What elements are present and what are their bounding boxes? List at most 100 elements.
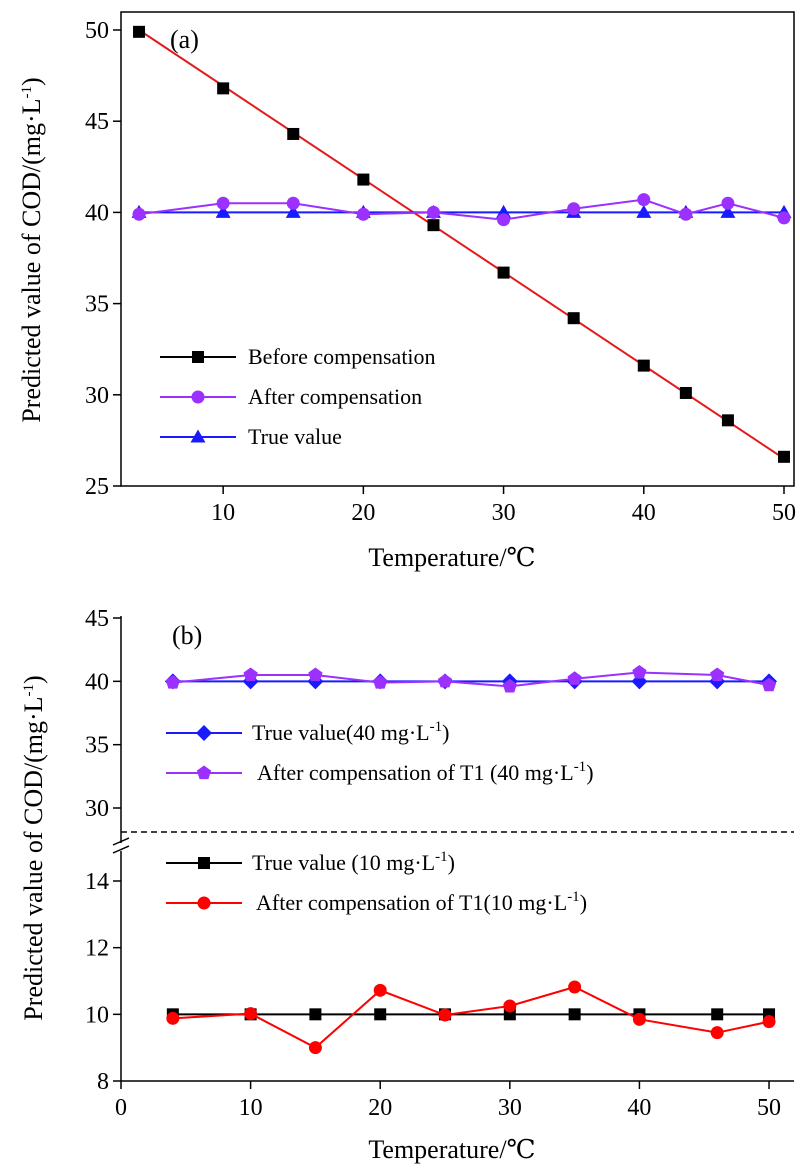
x-tick-label-b-0: 0 bbox=[115, 1095, 127, 1121]
point-b-2-3 bbox=[374, 1008, 387, 1021]
point-b-3-8 bbox=[710, 1026, 724, 1040]
point-b-1-1 bbox=[243, 667, 258, 682]
legend-marker-b3 bbox=[197, 896, 211, 910]
legend-label-b0: True value(40 mg·L-1) bbox=[252, 719, 449, 745]
axis-break-mark-1 bbox=[112, 837, 130, 846]
y-axis-label-a: Predicted value of COD/(mg·L-1) bbox=[17, 77, 46, 422]
y-tick-label-a-2: 35 bbox=[85, 292, 109, 318]
legend-label-b3: After compensation of T1(10 mg·L-1) bbox=[256, 889, 587, 915]
y-axis-label-b: Predicted value of COD/(mg·L-1) bbox=[19, 675, 48, 1020]
x-tick-label-b-1: 10 bbox=[239, 1095, 263, 1121]
point-b-1-7 bbox=[632, 664, 647, 679]
x-tick-label-a-3: 40 bbox=[632, 500, 656, 526]
point-b-2-8 bbox=[711, 1008, 724, 1021]
point-a-0-10 bbox=[778, 450, 790, 463]
legend-marker-2 bbox=[190, 429, 206, 443]
point-b-3-6 bbox=[568, 980, 582, 994]
x-tick-label-b-3: 30 bbox=[498, 1095, 522, 1121]
point-a-1-5 bbox=[497, 213, 511, 227]
point-a-0-0 bbox=[133, 25, 146, 38]
x-tick-label-a-0: 10 bbox=[211, 500, 235, 526]
point-a-0-8 bbox=[679, 386, 692, 399]
x-tick-label-b-4: 40 bbox=[627, 1095, 651, 1121]
legend-marker-0 bbox=[192, 351, 204, 363]
point-a-0-9 bbox=[721, 414, 734, 427]
y-tick-label-upper-b-1: 35 bbox=[85, 733, 109, 759]
point-b-1-2 bbox=[308, 667, 323, 682]
point-b-1-0 bbox=[165, 675, 180, 689]
point-a-0-6 bbox=[567, 312, 580, 325]
series-line-b-3 bbox=[172, 985, 770, 1049]
point-b-3-4 bbox=[438, 1008, 452, 1022]
point-a-0-1 bbox=[217, 82, 230, 95]
point-a-1-3 bbox=[356, 207, 370, 221]
fit-line-a bbox=[138, 29, 785, 460]
point-b-1-9 bbox=[761, 677, 777, 692]
point-b-1-4 bbox=[437, 673, 453, 688]
y-tick-label-lower-b-3: 14 bbox=[85, 869, 109, 895]
y-tick-label-a-0: 25 bbox=[85, 474, 109, 500]
x-tick-label-a-4: 50 bbox=[772, 500, 796, 526]
legend-label-b1: After compensation of T1 (40 mg·L-1) bbox=[257, 759, 594, 785]
point-b-3-7 bbox=[632, 1012, 646, 1026]
y-tick-label-upper-b-0: 30 bbox=[85, 796, 109, 822]
point-b-2-5 bbox=[503, 1008, 516, 1021]
x-axis-label-b: Temperature/℃ bbox=[368, 1135, 535, 1164]
x-axis-label-a: Temperature/℃ bbox=[368, 543, 535, 572]
point-b-1-5 bbox=[502, 678, 517, 693]
legend-marker-1 bbox=[191, 390, 205, 404]
x-tick-label-b-5: 50 bbox=[757, 1095, 781, 1121]
series-line-b-1 bbox=[172, 671, 770, 688]
y-tick-label-lower-b-1: 10 bbox=[85, 1002, 109, 1028]
point-a-0-3 bbox=[357, 173, 370, 186]
legend-label-b2: True value (10 mg·L-1) bbox=[252, 849, 455, 875]
point-a-1-10 bbox=[777, 211, 791, 225]
point-a-0-2 bbox=[287, 127, 300, 140]
point-b-3-0 bbox=[166, 1011, 180, 1025]
point-b-1-6 bbox=[567, 671, 582, 685]
y-tick-label-lower-b-0: 8 bbox=[97, 1069, 109, 1095]
point-a-1-2 bbox=[286, 196, 300, 210]
y-tick-label-upper-b-2: 40 bbox=[85, 669, 109, 695]
point-b-3-1 bbox=[244, 1007, 258, 1021]
point-b-3-5 bbox=[503, 999, 517, 1013]
point-b-3-2 bbox=[308, 1041, 322, 1055]
plot-frame-a bbox=[120, 11, 795, 487]
point-b-3-9 bbox=[762, 1015, 776, 1029]
point-a-0-5 bbox=[497, 266, 510, 279]
panel-label-a: (a) bbox=[170, 25, 199, 54]
y-tick-label-a-5: 50 bbox=[85, 18, 109, 44]
point-a-2-9 bbox=[720, 204, 736, 218]
x-tick-label-a-1: 20 bbox=[351, 500, 375, 526]
legend-marker-b0 bbox=[196, 725, 212, 741]
y-tick-label-upper-b-3: 45 bbox=[85, 606, 109, 632]
point-a-1-6 bbox=[567, 202, 581, 216]
panel-label-b: (b) bbox=[172, 621, 202, 650]
panel-a: 10 20 30 40 50 25 30 35 40 45 50 Temperature/℃ Predi… bbox=[17, 11, 796, 572]
point-b-2-6 bbox=[568, 1008, 581, 1021]
point-a-2-2 bbox=[285, 204, 301, 218]
point-a-1-7 bbox=[637, 193, 651, 207]
point-a-0-7 bbox=[637, 359, 650, 372]
point-b-3-3 bbox=[373, 983, 387, 997]
legend-label-0: Before compensation bbox=[248, 344, 436, 369]
point-a-1-8 bbox=[679, 207, 693, 221]
y-tick-label-a-3: 40 bbox=[85, 200, 109, 226]
point-a-1-1 bbox=[216, 196, 230, 210]
legend-label-2: True value bbox=[248, 424, 342, 449]
panel-b: 0 10 20 30 40 50 30 35 40 45 8 10 12 14 Temperature/℃ P… bbox=[19, 606, 794, 1164]
point-a-2-7 bbox=[636, 204, 652, 218]
point-b-2-2 bbox=[309, 1008, 322, 1021]
point-a-1-9 bbox=[721, 196, 735, 210]
y-tick-label-a-1: 30 bbox=[85, 383, 109, 409]
legend-marker-b1 bbox=[196, 765, 212, 780]
point-b-1-3 bbox=[373, 675, 388, 689]
point-b-1-8 bbox=[710, 667, 725, 682]
point-a-0-4 bbox=[427, 219, 440, 232]
x-tick-label-a-2: 30 bbox=[492, 500, 516, 526]
point-a-1-4 bbox=[426, 205, 440, 219]
point-a-2-1 bbox=[215, 204, 231, 218]
x-tick-label-b-2: 20 bbox=[368, 1095, 392, 1121]
legend-marker-b2 bbox=[198, 857, 210, 869]
